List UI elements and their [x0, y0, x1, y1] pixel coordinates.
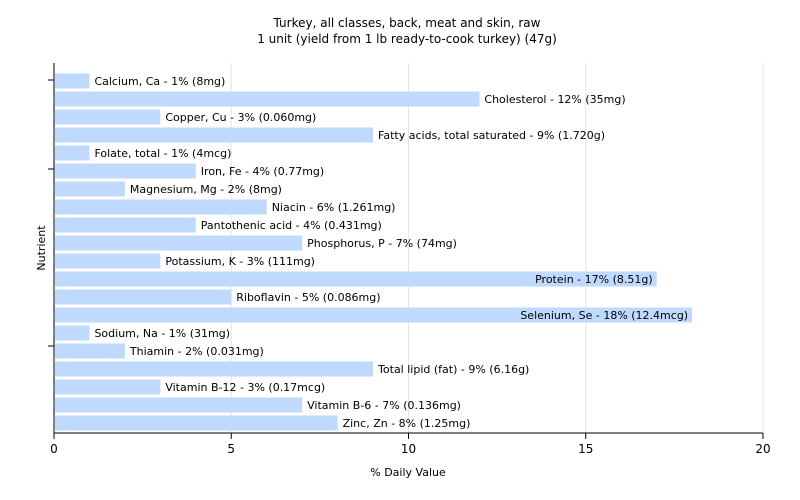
bar: [55, 325, 90, 341]
chart-title: Turkey, all classes, back, meat and skin…: [273, 16, 541, 30]
bar-label: Vitamin B-12 - 3% (0.17mcg): [165, 381, 325, 394]
bar: [55, 361, 374, 377]
bar: [55, 397, 303, 413]
bar-label: Riboflavin - 5% (0.086mg): [236, 291, 380, 304]
bar-label: Calcium, Ca - 1% (8mg): [94, 75, 225, 88]
bar-label: Pantothenic acid - 4% (0.431mg): [201, 219, 382, 232]
y-axis-title: Nutrient: [35, 225, 48, 271]
bar-label: Iron, Fe - 4% (0.77mg): [201, 165, 324, 178]
bar-label: Folate, total - 1% (4mcg): [94, 147, 231, 160]
bar-label: Copper, Cu - 3% (0.060mg): [165, 111, 316, 124]
bar-label: Vitamin B-6 - 7% (0.136mg): [307, 399, 461, 412]
bar: [55, 181, 125, 197]
bar-label: Selenium, Se - 18% (12.4mcg): [520, 309, 688, 322]
bar: [55, 415, 338, 431]
bar: [55, 271, 657, 287]
x-tick-label: 10: [401, 442, 416, 456]
bar: [55, 109, 161, 125]
bar-label: Cholesterol - 12% (35mg): [484, 93, 625, 106]
x-tick-label: 20: [755, 442, 770, 456]
x-tick-label: 5: [227, 442, 235, 456]
bar-label: Phosphorus, P - 7% (74mg): [307, 237, 457, 250]
bar-label: Protein - 17% (8.51g): [535, 273, 653, 286]
bar: [55, 91, 480, 107]
bars: Calcium, Ca - 1% (8mg) Cholesterol - 12% …: [55, 73, 693, 431]
bar-label: Total lipid (fat) - 9% (6.16g): [377, 363, 529, 376]
bar: [55, 289, 232, 305]
bar: [55, 127, 374, 143]
bar: [55, 199, 267, 215]
bar: [55, 235, 303, 251]
bar: [55, 163, 196, 179]
bar-label: Zinc, Zn - 8% (1.25mg): [343, 417, 471, 430]
bar: [55, 307, 693, 323]
x-tick-label: 15: [578, 442, 593, 456]
x-axis-title: % Daily Value: [370, 466, 446, 479]
bar: [55, 343, 125, 359]
bar: [55, 73, 90, 89]
axes: 0 5 10 15 20: [48, 63, 771, 456]
x-tick-label: 0: [50, 442, 58, 456]
chart-subtitle: 1 unit (yield from 1 lb ready-to-cook tu…: [257, 32, 557, 46]
bar-label: Magnesium, Mg - 2% (8mg): [130, 183, 282, 196]
bar: [55, 379, 161, 395]
bar: [55, 217, 196, 233]
bar-label: Potassium, K - 3% (111mg): [165, 255, 315, 268]
bar-label: Thiamin - 2% (0.031mg): [129, 345, 264, 358]
bar: [55, 145, 90, 161]
bar-label: Sodium, Na - 1% (31mg): [94, 327, 230, 340]
bar-label: Niacin - 6% (1.261mg): [272, 201, 396, 214]
bar: [55, 253, 161, 269]
bar-label: Fatty acids, total saturated - 9% (1.720…: [378, 129, 605, 142]
